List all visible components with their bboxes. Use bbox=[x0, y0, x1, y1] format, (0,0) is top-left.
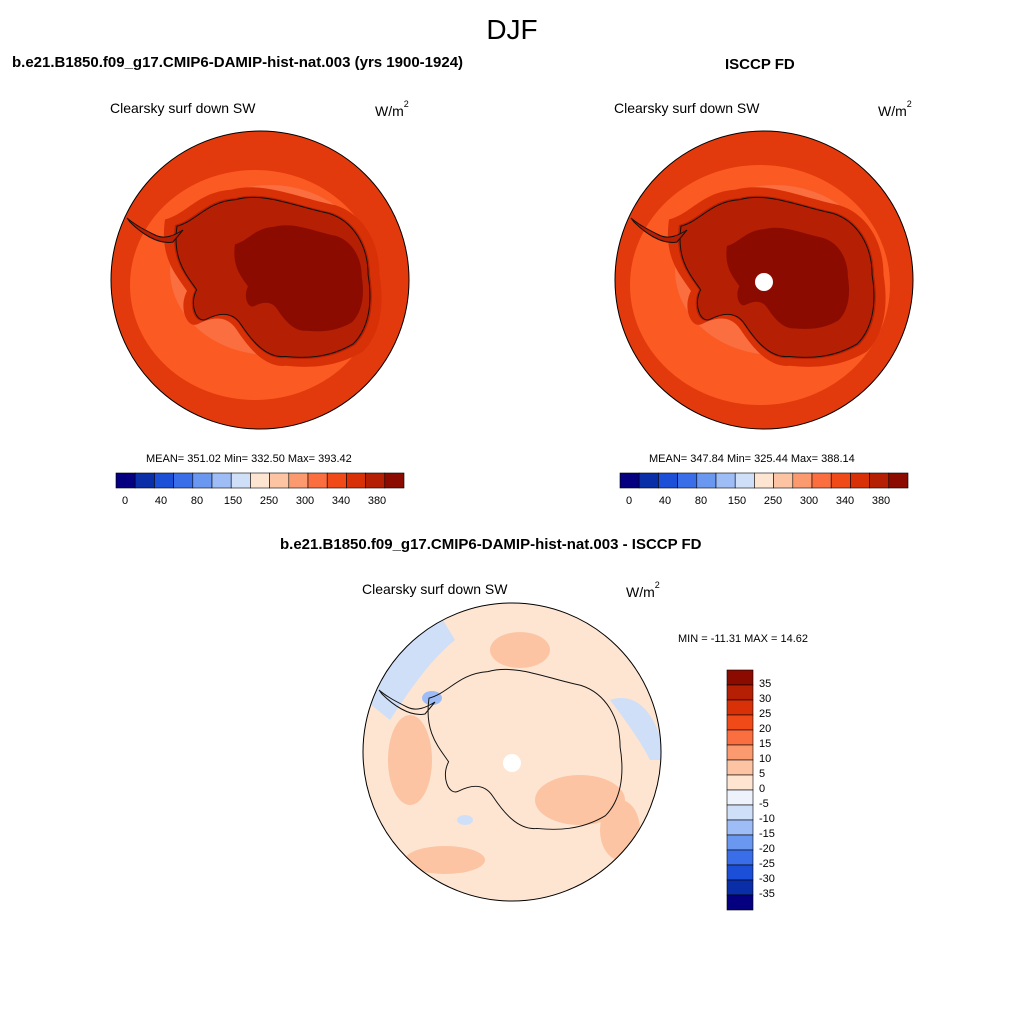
colorbar-tick-label: -25 bbox=[759, 858, 775, 870]
panel-2-title: ISCCP FD bbox=[725, 56, 795, 73]
colorbar-tick-label: 5 bbox=[759, 768, 766, 780]
colorbar-swatch bbox=[638, 472, 659, 489]
colorbar-swatch bbox=[726, 879, 754, 896]
colorbar-swatch bbox=[658, 472, 678, 489]
colorbar-swatch bbox=[154, 472, 174, 489]
panel-2-colorbar bbox=[619, 472, 909, 489]
colorbar-tick-label: 25 bbox=[759, 708, 772, 720]
colorbar-swatch bbox=[726, 864, 754, 881]
panel-2-unit: W/m2 bbox=[878, 99, 912, 119]
colorbar-swatch bbox=[726, 834, 754, 851]
colorbar-swatch bbox=[888, 472, 909, 489]
colorbar-swatch bbox=[211, 472, 232, 489]
colorbar-tick-label: 10 bbox=[759, 753, 772, 765]
colorbar-tick-label: 30 bbox=[759, 693, 772, 705]
colorbar-tick-label: 380 bbox=[871, 495, 891, 507]
colorbar-swatch bbox=[115, 472, 136, 489]
colorbar-swatch bbox=[726, 789, 754, 806]
colorbar-tick-label: -20 bbox=[759, 843, 775, 855]
colorbar-swatch bbox=[754, 472, 774, 489]
colorbar-tick-label: 340 bbox=[331, 495, 351, 507]
colorbar-tick-label: 15 bbox=[759, 738, 772, 750]
colorbar-swatch bbox=[250, 472, 270, 489]
panel-2-map bbox=[614, 130, 914, 430]
colorbar-swatch bbox=[230, 472, 251, 489]
colorbar-swatch bbox=[850, 472, 870, 489]
colorbar-tick-label: 0 bbox=[759, 783, 766, 795]
colorbar-swatch bbox=[715, 472, 736, 489]
colorbar-swatch bbox=[726, 699, 754, 716]
colorbar-swatch bbox=[726, 744, 754, 761]
colorbar-tick-label: 250 bbox=[259, 495, 279, 507]
colorbar-swatch bbox=[869, 472, 890, 489]
panel-3-colorbar bbox=[726, 669, 754, 911]
colorbar-swatch bbox=[773, 472, 794, 489]
panel-3-title: b.e21.B1850.f09_g17.CMIP6-DAMIP-hist-nat… bbox=[280, 536, 702, 553]
panel-1-colorbar bbox=[115, 472, 405, 489]
colorbar-tick-label: 40 bbox=[658, 495, 672, 507]
colorbar-swatch bbox=[734, 472, 755, 489]
panel-1-variable-label: Clearsky surf down SW bbox=[110, 100, 256, 116]
colorbar-swatch bbox=[192, 472, 213, 489]
panel-1-map bbox=[110, 130, 410, 430]
colorbar-swatch bbox=[365, 472, 386, 489]
panel-3-map bbox=[362, 602, 662, 902]
colorbar-tick-label: 300 bbox=[295, 495, 315, 507]
panel-3-stats: MIN = -11.31 MAX = 14.62 bbox=[678, 633, 809, 645]
colorbar-swatch bbox=[726, 804, 754, 821]
colorbar-tick-label: 20 bbox=[759, 723, 772, 735]
panel-2-variable-label: Clearsky surf down SW bbox=[614, 100, 760, 116]
colorbar-tick-label: -10 bbox=[759, 813, 775, 825]
colorbar-tick-label: 35 bbox=[759, 678, 772, 690]
colorbar-tick-label: -5 bbox=[759, 798, 769, 810]
colorbar-tick-label: 380 bbox=[367, 495, 387, 507]
colorbar-swatch bbox=[696, 472, 717, 489]
colorbar-swatch bbox=[384, 472, 405, 489]
panel-3-variable-label: Clearsky surf down SW bbox=[362, 581, 508, 597]
colorbar-swatch bbox=[269, 472, 290, 489]
colorbar-tick-label: 0 bbox=[121, 495, 129, 507]
panel-3-unit: W/m2 bbox=[626, 580, 660, 600]
colorbar-tick-label: 0 bbox=[625, 495, 633, 507]
colorbar-swatch bbox=[173, 472, 194, 489]
colorbar-tick-label: 300 bbox=[799, 495, 819, 507]
colorbar-tick-label: 40 bbox=[154, 495, 168, 507]
colorbar-tick-label: 80 bbox=[694, 495, 708, 507]
colorbar-swatch bbox=[726, 729, 754, 746]
colorbar-swatch bbox=[726, 819, 754, 836]
colorbar-swatch bbox=[326, 472, 347, 489]
colorbar-swatch bbox=[726, 669, 754, 686]
colorbar-tick-label: 340 bbox=[835, 495, 855, 507]
colorbar-swatch bbox=[288, 472, 309, 489]
colorbar-swatch bbox=[830, 472, 851, 489]
colorbar-swatch bbox=[811, 472, 832, 489]
colorbar-tick-label: -30 bbox=[759, 873, 775, 885]
colorbar-swatch bbox=[346, 472, 366, 489]
colorbar-tick-label: 80 bbox=[190, 495, 204, 507]
colorbar-tick-label: 250 bbox=[763, 495, 783, 507]
panel-1-unit: W/m2 bbox=[375, 99, 409, 119]
colorbar-swatch bbox=[726, 714, 754, 731]
figure-title: DJF bbox=[486, 14, 538, 45]
polar-hole bbox=[503, 754, 521, 772]
colorbar-swatch bbox=[134, 472, 155, 489]
colorbar-tick-label: -35 bbox=[759, 888, 775, 900]
colorbar-swatch bbox=[619, 472, 640, 489]
polar-hole bbox=[755, 273, 773, 291]
colorbar-swatch bbox=[726, 759, 754, 776]
colorbar-swatch bbox=[726, 774, 754, 791]
colorbar-swatch bbox=[677, 472, 698, 489]
colorbar-swatch bbox=[792, 472, 813, 489]
panel-1-stats: MEAN= 351.02 Min= 332.50 Max= 393.42 bbox=[146, 453, 352, 465]
colorbar-tick-label: 150 bbox=[223, 495, 243, 507]
colorbar-swatch bbox=[726, 684, 754, 701]
colorbar-swatch bbox=[307, 472, 328, 489]
panel-2-stats: MEAN= 347.84 Min= 325.44 Max= 388.14 bbox=[649, 453, 855, 465]
colorbar-swatch bbox=[726, 894, 754, 911]
colorbar-tick-label: 150 bbox=[727, 495, 747, 507]
colorbar-tick-label: -15 bbox=[759, 828, 775, 840]
colorbar-swatch bbox=[726, 849, 754, 866]
panel-1-title: b.e21.B1850.f09_g17.CMIP6-DAMIP-hist-nat… bbox=[12, 54, 464, 71]
